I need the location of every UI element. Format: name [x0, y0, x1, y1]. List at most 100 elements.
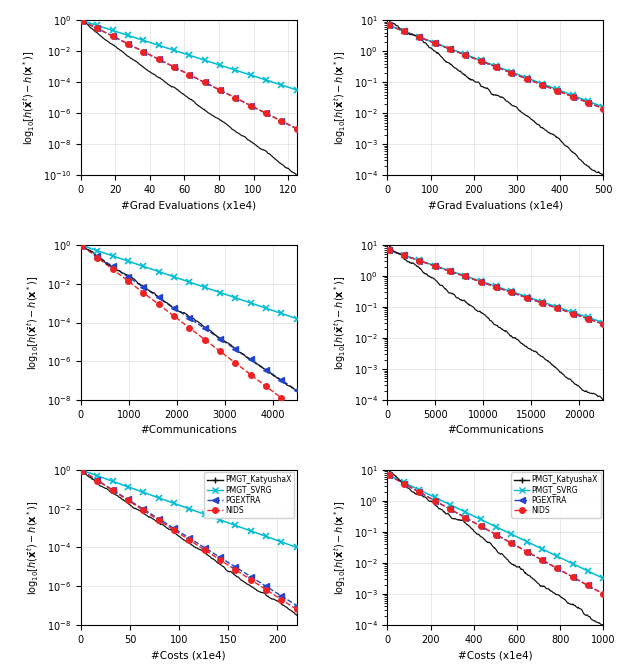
NIDS [247, 101, 254, 110]
PMGT_SVRG [538, 298, 545, 306]
PMGT_SVRG [170, 499, 178, 507]
PGEXTRA [124, 495, 132, 503]
NIDS [569, 93, 577, 101]
Legend: PMGT_KatyushaX, PMGT_SVRG, PGEXTRA, NIDS: PMGT_KatyushaX, PMGT_SVRG, PGEXTRA, NIDS [511, 472, 601, 517]
PGEXTRA [155, 515, 162, 523]
NIDS [247, 576, 254, 584]
Y-axis label: log$_{10}$[$h(\bar{\mathbf{x}}^t) - h(\mathbf{x}^*)$]: log$_{10}$[$h(\bar{\mathbf{x}}^t) - h(\m… [332, 50, 348, 145]
PMGT_KatyushaX [562, 372, 569, 380]
PMGT_SVRG [293, 86, 300, 94]
NIDS [262, 382, 270, 390]
PGEXTRA [431, 262, 439, 270]
Line: PMGT_KatyushaX: PMGT_KatyushaX [389, 472, 603, 625]
Y-axis label: log$_{10}$[$h(\bar{\mathbf{x}}^t) - h(\mathbf{x}^*)$]: log$_{10}$[$h(\bar{\mathbf{x}}^t) - h(\m… [26, 276, 42, 370]
PMGT_SVRG [508, 530, 515, 538]
PGEXTRA [293, 601, 300, 610]
Line: PMGT_SVRG: PMGT_SVRG [78, 17, 300, 93]
PGEXTRA [400, 27, 407, 35]
PMGT_SVRG [431, 39, 439, 47]
NIDS [201, 335, 208, 343]
PMGT_SVRG [155, 41, 162, 49]
PGEXTRA [216, 86, 224, 94]
PGEXTRA [109, 262, 116, 270]
NIDS [109, 32, 116, 40]
PMGT_SVRG [201, 510, 208, 518]
PGEXTRA [109, 486, 116, 494]
PGEXTRA [231, 94, 239, 102]
PMGT_SVRG [155, 267, 162, 276]
PMGT_SVRG [155, 494, 162, 502]
PGEXTRA [231, 345, 239, 353]
PMGT_SVRG [569, 308, 577, 317]
NIDS [462, 513, 469, 521]
NIDS [492, 530, 499, 538]
PGEXTRA [446, 267, 453, 276]
PGEXTRA [477, 522, 485, 530]
Line: PMGT_SVRG: PMGT_SVRG [385, 22, 607, 110]
PGEXTRA [415, 488, 423, 496]
PMGT_SVRG [584, 567, 592, 575]
PGEXTRA [155, 55, 162, 63]
PMGT_KatyushaX [489, 542, 496, 550]
PMGT_KatyushaX [488, 89, 495, 97]
PMGT_SVRG [554, 552, 561, 560]
PGEXTRA [477, 57, 485, 65]
NIDS [93, 24, 101, 32]
PMGT_SVRG [247, 527, 254, 535]
PMGT_SVRG [277, 309, 285, 317]
Line: NIDS: NIDS [386, 247, 606, 327]
PMGT_KatyushaX [288, 168, 295, 176]
PGEXTRA [201, 325, 208, 333]
PMGT_KatyushaX [254, 361, 262, 369]
PGEXTRA [93, 252, 101, 260]
Y-axis label: log$_{10}$[$h(\bar{\mathbf{x}}^t) - h(\mathbf{x}^*)$]: log$_{10}$[$h(\bar{\mathbf{x}}^t) - h(\m… [332, 276, 348, 370]
NIDS [78, 17, 86, 25]
PMGT_SVRG [262, 532, 270, 540]
NIDS [155, 516, 162, 524]
X-axis label: #Grad Evaluations (x1e4): #Grad Evaluations (x1e4) [121, 200, 256, 210]
NIDS [231, 566, 239, 574]
PMGT_SVRG [124, 32, 132, 40]
Y-axis label: log$_{10}$[$h(\bar{\mathbf{x}}^t) - h(\mathbf{x}^*)$]: log$_{10}$[$h(\bar{\mathbf{x}}^t) - h(\m… [21, 50, 37, 145]
PMGT_SVRG [477, 277, 485, 285]
NIDS [600, 590, 607, 598]
PMGT_SVRG [78, 241, 86, 249]
PMGT_SVRG [139, 36, 147, 44]
PMGT_SVRG [400, 27, 407, 35]
PGEXTRA [262, 582, 270, 590]
PGEXTRA [538, 556, 545, 564]
NIDS [492, 63, 499, 71]
PGEXTRA [78, 242, 86, 250]
PGEXTRA [277, 117, 285, 125]
Line: PMGT_SVRG: PMGT_SVRG [78, 242, 300, 322]
NIDS [415, 488, 423, 496]
NIDS [385, 246, 392, 254]
PGEXTRA [109, 32, 116, 40]
PGEXTRA [170, 524, 178, 532]
PGEXTRA [508, 539, 515, 547]
PMGT_SVRG [600, 103, 607, 111]
PMGT_SVRG [201, 283, 208, 291]
PGEXTRA [508, 288, 515, 296]
PGEXTRA [139, 48, 147, 56]
PMGT_SVRG [216, 516, 224, 524]
PGEXTRA [216, 553, 224, 561]
PMGT_SVRG [554, 85, 561, 93]
PMGT_SVRG [277, 538, 285, 546]
PGEXTRA [415, 33, 423, 41]
NIDS [109, 487, 116, 495]
PGEXTRA [523, 294, 531, 302]
PMGT_SVRG [523, 74, 531, 82]
PGEXTRA [139, 283, 147, 291]
PMGT_SVRG [293, 314, 300, 323]
PMGT_SVRG [109, 26, 116, 34]
PMGT_SVRG [216, 61, 224, 69]
PMGT_SVRG [477, 56, 485, 65]
NIDS [462, 51, 469, 59]
NIDS [523, 294, 531, 302]
PGEXTRA [293, 125, 300, 133]
NIDS [400, 251, 407, 259]
Line: NIDS: NIDS [386, 22, 606, 112]
Line: PMGT_KatyushaX: PMGT_KatyushaX [83, 247, 297, 390]
PMGT_KatyushaX [600, 621, 607, 629]
